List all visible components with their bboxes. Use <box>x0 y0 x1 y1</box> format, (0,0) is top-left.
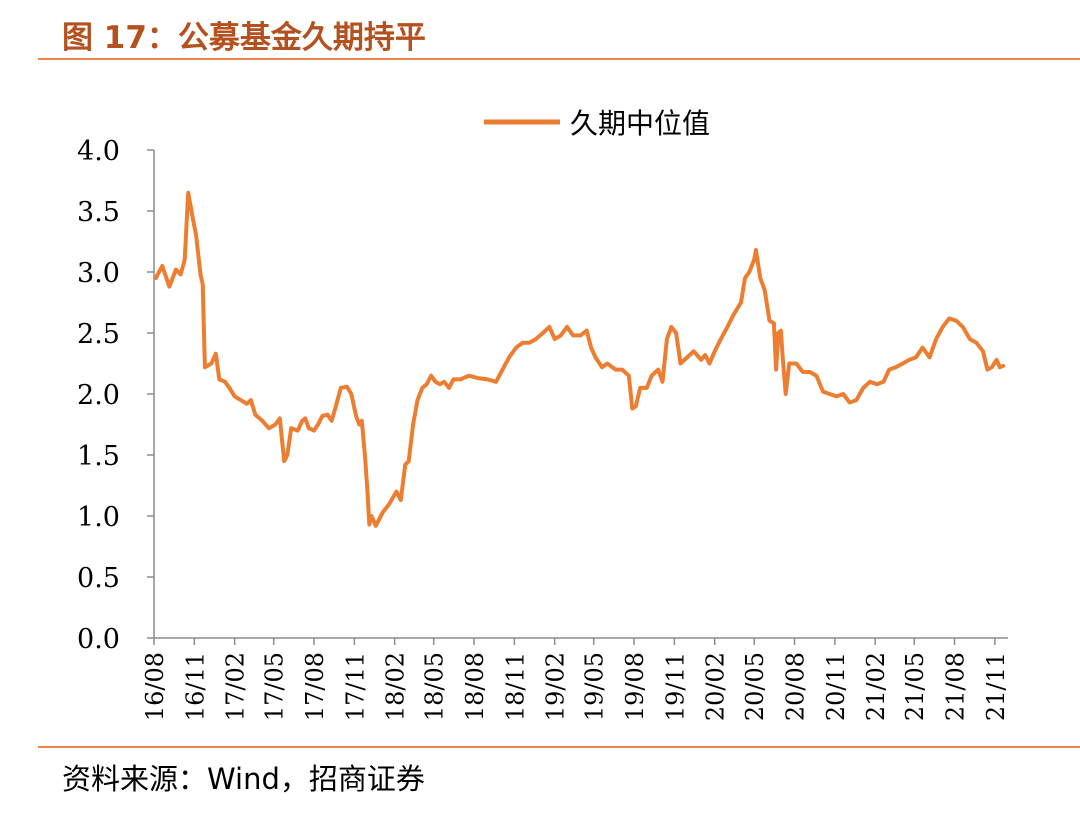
line-chart: 久期中位值 0.00.51.01.52.02.53.03.54.0 16/08 1… <box>77 107 1010 721</box>
y-tick-label: 0.0 <box>77 624 120 655</box>
source-divider <box>38 746 1080 748</box>
x-tick-label: 20/08 <box>782 652 810 721</box>
x-axis: 16/08 16/11 17/02 17/05 17/08 17/11 18/02 18/05… <box>141 637 1010 721</box>
title-divider <box>38 58 1080 60</box>
y-tick-label: 2.5 <box>77 319 120 350</box>
source-note: 资料来源：Wind，招商证券 <box>62 762 425 796</box>
x-tick-label: 19/08 <box>621 652 649 721</box>
x-tick-label: 19/05 <box>581 652 609 721</box>
x-tick-label: 18/08 <box>461 652 489 721</box>
x-tick-label: 16/11 <box>181 652 209 721</box>
y-tick-label: 1.5 <box>77 441 120 472</box>
x-tick-label: 20/02 <box>702 652 730 721</box>
x-tick-label: 20/11 <box>822 652 850 721</box>
y-tick-label: 0.5 <box>77 563 120 594</box>
x-tick-label: 18/02 <box>382 652 410 721</box>
x-tick-label: 17/08 <box>301 652 329 721</box>
x-tick-label: 17/05 <box>261 652 289 721</box>
x-tick-label: 20/05 <box>741 652 769 721</box>
figure-title: 图 17：公募基金久期持平 <box>62 20 426 56</box>
x-tick-label: 21/05 <box>901 652 929 721</box>
legend: 久期中位值 <box>484 107 710 140</box>
legend-label: 久期中位值 <box>570 107 710 140</box>
y-tick-label: 3.5 <box>77 197 120 228</box>
x-tick-label: 16/08 <box>141 652 169 721</box>
series-line-duration-median <box>153 190 1006 528</box>
y-tick-label: 1.0 <box>77 502 120 533</box>
x-tick-label: 18/05 <box>421 652 449 721</box>
x-tick-label: 19/11 <box>661 652 689 721</box>
x-tick-label: 17/11 <box>341 652 369 721</box>
x-tick-label: 17/02 <box>222 652 250 721</box>
y-tick-label: 4.0 <box>77 136 120 167</box>
y-axis: 0.0 0.5 1.0 1.5 2.0 2.5 3.0 3.5 4.0 <box>77 136 155 655</box>
x-tick-label: 18/11 <box>501 652 529 721</box>
x-tick-label: 19/02 <box>542 652 570 721</box>
y-tick-label: 3.0 <box>77 258 120 289</box>
x-tick-label: 21/02 <box>862 652 890 721</box>
x-tick-label: 21/11 <box>982 652 1010 721</box>
x-tick-label: 21/08 <box>942 652 970 721</box>
y-tick-label: 2.0 <box>77 380 120 411</box>
